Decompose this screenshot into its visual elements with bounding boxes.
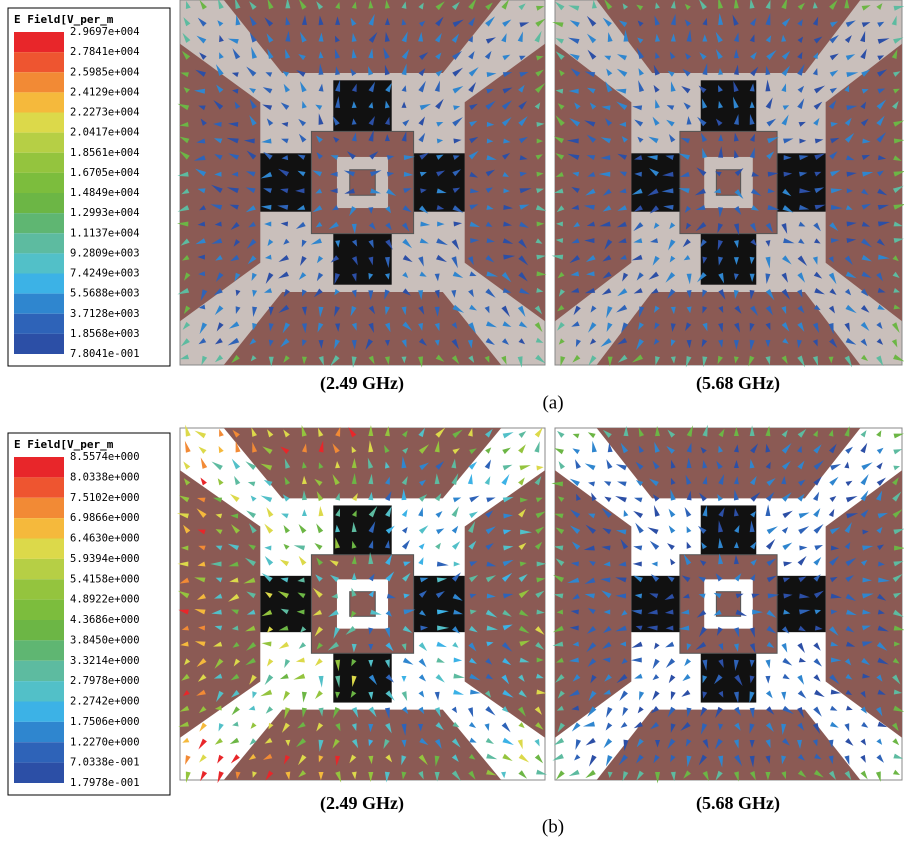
- legend-label: 2.7841e+004: [70, 46, 140, 58]
- legend-swatch: [14, 173, 64, 193]
- legend-label: 1.7506e+000: [70, 716, 140, 728]
- legend-label: 7.0338e-001: [70, 757, 140, 769]
- legend-label: 7.4249e+003: [70, 268, 140, 280]
- legend-swatch: [14, 457, 64, 477]
- subfigure-label: (b): [542, 816, 564, 837]
- legend-swatch: [14, 92, 64, 112]
- caption: (2.49 GHz): [320, 373, 404, 394]
- legend-swatch: [14, 742, 64, 762]
- legend-swatch: [14, 681, 64, 701]
- legend-swatch: [14, 274, 64, 294]
- legend-label: 1.6705e+004: [70, 167, 140, 179]
- legend-label: 5.4158e+000: [70, 573, 140, 585]
- caption: (2.49 GHz): [320, 793, 404, 814]
- caption: (5.68 GHz): [696, 373, 780, 394]
- legend-swatch: [14, 113, 64, 133]
- legend-label: 1.8568e+003: [70, 328, 140, 340]
- legend-label: 4.3686e+000: [70, 614, 140, 626]
- legend-swatch: [14, 498, 64, 518]
- legend-label: 1.1137e+004: [70, 227, 140, 239]
- legend-swatch: [14, 253, 64, 273]
- field-plot: [552, 0, 904, 367]
- legend-swatch: [14, 72, 64, 92]
- legend-swatch: [14, 722, 64, 742]
- legend-swatch: [14, 579, 64, 599]
- legend-swatch: [14, 314, 64, 334]
- legend-label: 3.3214e+000: [70, 655, 140, 667]
- legend-label: 8.5574e+000: [70, 451, 140, 463]
- figure: E Field[V_per_m2.9697e+0042.7841e+0042.5…: [0, 0, 904, 850]
- legend-swatch: [14, 640, 64, 660]
- legend-label: 2.4129e+004: [70, 86, 140, 98]
- field-plot: [177, 0, 546, 368]
- legend-label: 9.2809e+003: [70, 247, 140, 259]
- field-plot: [177, 425, 547, 783]
- legend-label: 1.4849e+004: [70, 187, 140, 199]
- legend-swatch: [14, 213, 64, 233]
- field-plot: [551, 425, 904, 784]
- legend-swatch: [14, 334, 64, 354]
- caption: (5.68 GHz): [696, 793, 780, 814]
- legend-label: 1.2270e+000: [70, 736, 140, 748]
- legend-label: 2.7978e+000: [70, 675, 140, 687]
- legend-swatch: [14, 518, 64, 538]
- legend-label: 2.5985e+004: [70, 66, 140, 78]
- legend-swatch: [14, 32, 64, 52]
- legend-label: 3.7128e+003: [70, 308, 140, 320]
- legend-label: 7.5102e+000: [70, 492, 140, 504]
- legend-swatch: [14, 477, 64, 497]
- legend-label: 1.7978e-001: [70, 777, 140, 789]
- legend-label: 7.8041e-001: [70, 348, 140, 360]
- legend-label: 3.8450e+000: [70, 634, 140, 646]
- legend: E Field[V_per_m2.9697e+004 2.7841e+004 2.5…: [8, 8, 170, 366]
- legend-swatch: [14, 153, 64, 173]
- legend-label: 5.5688e+003: [70, 288, 140, 300]
- legend: E Field[V_per_m8.5574e+000 8.0338e+000 7.5…: [8, 433, 170, 795]
- legend-swatch: [14, 600, 64, 620]
- legend-label: 2.9697e+004: [70, 26, 140, 38]
- legend-swatch: [14, 661, 64, 681]
- legend-swatch: [14, 294, 64, 314]
- legend-swatch: [14, 539, 64, 559]
- legend-swatch: [14, 52, 64, 72]
- legend-swatch: [14, 702, 64, 722]
- legend-label: 8.0338e+000: [70, 471, 140, 483]
- legend-swatch: [14, 133, 64, 153]
- legend-title: E Field[V_per_m: [14, 438, 114, 451]
- legend-label: 2.0417e+004: [70, 127, 140, 139]
- legend-swatch: [14, 763, 64, 783]
- legend-label: 1.2993e+004: [70, 207, 140, 219]
- legend-label: 6.9866e+000: [70, 512, 140, 524]
- subfigure-label: (a): [542, 392, 563, 413]
- legend-label: 6.4630e+000: [70, 533, 140, 545]
- legend-swatch: [14, 559, 64, 579]
- legend-label: 2.2742e+000: [70, 696, 140, 708]
- legend-swatch: [14, 193, 64, 213]
- legend-label: 2.2273e+004: [70, 107, 140, 119]
- legend-swatch: [14, 620, 64, 640]
- legend-title: E Field[V_per_m: [14, 13, 114, 26]
- legend-label: 1.8561e+004: [70, 147, 140, 159]
- legend-label: 5.9394e+000: [70, 553, 140, 565]
- legend-label: 4.8922e+000: [70, 594, 140, 606]
- legend-swatch: [14, 233, 64, 253]
